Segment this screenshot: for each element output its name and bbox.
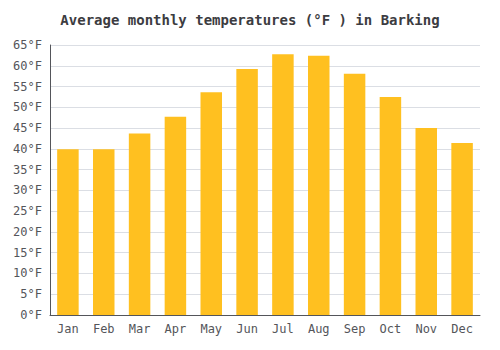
svg-text:5°F: 5°F [20,287,42,301]
svg-text:15°F: 15°F [13,246,42,260]
svg-text:Nov: Nov [415,322,437,336]
svg-text:0°F: 0°F [20,308,42,322]
svg-text:Dec: Dec [451,322,473,336]
svg-text:50°F: 50°F [13,100,42,114]
svg-text:Jan: Jan [57,322,79,336]
svg-text:Oct: Oct [380,322,402,336]
svg-text:Average monthly temperatures (: Average monthly temperatures (°F ) in Ba… [60,12,439,28]
svg-text:65°F: 65°F [13,38,42,52]
svg-text:35°F: 35°F [13,163,42,177]
svg-text:20°F: 20°F [13,225,42,239]
svg-text:May: May [200,322,222,336]
svg-text:25°F: 25°F [13,204,42,218]
svg-text:Jul: Jul [272,322,294,336]
svg-text:Apr: Apr [165,322,187,336]
svg-text:10°F: 10°F [13,266,42,280]
svg-text:Mar: Mar [129,322,151,336]
svg-text:60°F: 60°F [13,59,42,73]
svg-text:55°F: 55°F [13,80,42,94]
svg-text:40°F: 40°F [13,142,42,156]
svg-text:30°F: 30°F [13,183,42,197]
svg-text:Feb: Feb [93,322,115,336]
svg-text:Aug: Aug [308,322,330,336]
svg-text:45°F: 45°F [13,121,42,135]
svg-text:Sep: Sep [344,322,366,336]
svg-text:Jun: Jun [236,322,258,336]
